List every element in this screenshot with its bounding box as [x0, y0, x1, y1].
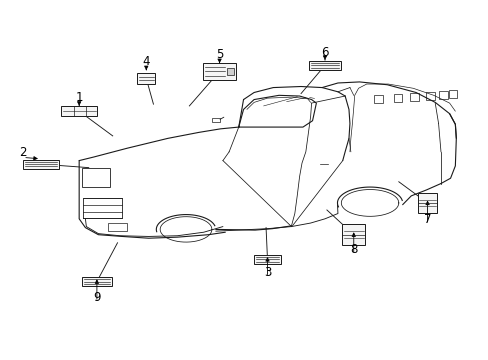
Bar [253, 255, 281, 264]
Bar [226, 68, 234, 75]
Bar [23, 160, 59, 168]
Bar [81, 168, 110, 187]
Bar [374, 95, 382, 103]
Text: 4: 4 [142, 55, 150, 68]
Bar [409, 93, 418, 101]
Text: 8: 8 [349, 243, 357, 256]
Text: 6: 6 [321, 46, 328, 59]
Bar [417, 193, 436, 213]
Bar [308, 61, 341, 70]
Text: 9: 9 [93, 291, 101, 303]
Bar [61, 106, 97, 116]
Text: 7: 7 [423, 213, 430, 226]
Text: 2: 2 [20, 146, 27, 159]
Bar [203, 63, 235, 80]
Bar [82, 277, 112, 286]
Text: 5: 5 [215, 48, 223, 61]
Bar [108, 224, 127, 231]
Bar [393, 94, 401, 102]
Bar [438, 91, 447, 99]
Text: 1: 1 [75, 91, 83, 104]
Bar [137, 73, 155, 84]
Text: 3: 3 [263, 266, 271, 279]
Bar [425, 92, 434, 100]
Bar [342, 224, 365, 245]
Bar [211, 118, 219, 122]
Bar [447, 90, 456, 98]
